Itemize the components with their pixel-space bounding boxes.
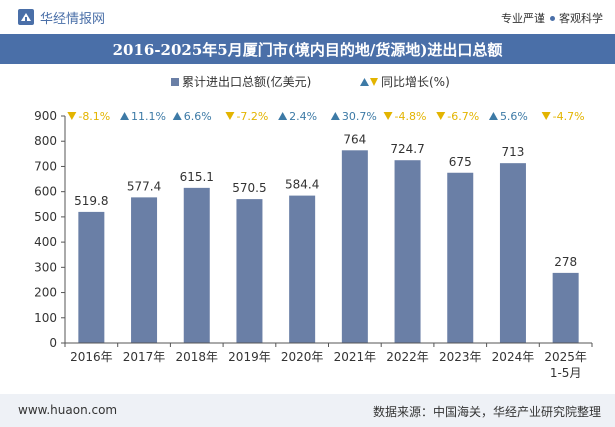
y-tick-label: 0: [49, 336, 57, 350]
brand[interactable]: 华经情报网: [18, 7, 105, 27]
bullet-dot-icon: [550, 15, 555, 21]
huajing-logo-icon: [18, 9, 34, 25]
y-tick-label: 200: [34, 286, 57, 300]
growth-rate-label: 5.6%: [500, 110, 528, 123]
chart-title: 2016-2025年5月厦门市(境内目的地/货源地)进出口总额: [112, 41, 503, 59]
y-tick-label: 400: [34, 235, 57, 249]
growth-up-triangle-icon: [488, 112, 498, 120]
bar-value-label: 615.1: [180, 170, 214, 184]
y-axis: 0 100 200 300 400 500 600 700 800 900: [34, 109, 66, 350]
legend-bar-label: 累计进出口总额(亿美元): [182, 74, 311, 89]
bar: [78, 211, 105, 343]
y-tick-label: 800: [34, 134, 57, 148]
bar-value-label: 724.7: [390, 142, 424, 156]
bar: [131, 197, 158, 343]
bar-value-labels: 519.8 577.4 615.1 570.5 584.4 764 724.7 675 713 2…: [74, 132, 577, 269]
legend: 累计进出口总额(亿美元) 同比增长(%): [171, 74, 450, 89]
x-tick-label: 2023年: [439, 350, 482, 364]
top-bar: 华经情报网 专业严谨 客观科学: [0, 0, 615, 34]
growth-rate-label: -4.8%: [395, 110, 427, 123]
growth-rate-label: -6.7%: [447, 110, 479, 123]
growth-rate-label: 11.1%: [131, 110, 166, 123]
growth-up-triangle-icon: [330, 112, 340, 120]
bar-value-label: 278: [554, 255, 577, 269]
growth-down-triangle-icon: [225, 112, 235, 120]
slogan: 专业严谨 客观科学: [501, 10, 603, 26]
bar: [289, 195, 316, 343]
y-tick-label: 700: [34, 159, 57, 173]
growth-rate-label: 30.7%: [342, 110, 377, 123]
footer: www.huaon.com 数据来源：中国海关，华经产业研究院整理: [0, 394, 615, 427]
legend-down-triangle-icon: [370, 78, 378, 86]
bar: [394, 160, 421, 343]
x-tick-label: 2022年: [386, 350, 429, 364]
title-bar: 2016-2025年5月厦门市(境内目的地/货源地)进出口总额: [0, 34, 615, 64]
x-tick-label: 2019年: [228, 350, 271, 364]
x-tick-label: 2021年: [334, 350, 377, 364]
legend-up-triangle-icon: [360, 78, 369, 86]
bar: [447, 172, 474, 343]
slogan-right: 客观科学: [559, 12, 603, 25]
growth-up-triangle-icon: [172, 112, 182, 120]
legend-growth-label: 同比增长(%): [381, 75, 450, 89]
y-tick-label: 600: [34, 185, 57, 199]
bars: [78, 150, 579, 343]
brand-name: 华经情报网: [40, 11, 106, 27]
bar: [183, 187, 210, 343]
growth-down-triangle-icon: [436, 112, 446, 120]
y-tick-label: 500: [34, 210, 57, 224]
bar-value-label: 713: [501, 145, 524, 159]
x-tick-label: 2018年: [175, 350, 218, 364]
growth-rate-label: -7.2%: [236, 110, 268, 123]
growth-rate-label: 6.6%: [184, 110, 212, 123]
bar-value-label: 584.4: [285, 178, 319, 192]
legend-bar-swatch-icon: [171, 78, 179, 86]
x-tick-label: 2020年: [281, 350, 324, 364]
y-tick-label: 100: [34, 311, 57, 325]
y-tick-label: 900: [34, 109, 57, 123]
y-tick-label: 300: [34, 260, 57, 274]
bar-value-label: 519.8: [74, 194, 108, 208]
x-tick-label: 2025年 1-5月: [544, 350, 587, 380]
growth-rate-label: 2.4%: [289, 110, 317, 123]
growth-rate-row: -8.1% 11.1% 6.6% -7.2% 2.4% 30.7% -4.8% -6.7% 5.…: [67, 110, 585, 123]
growth-rate-label: -8.1%: [78, 110, 110, 123]
bar: [341, 150, 368, 343]
chart-area: 累计进出口总额(亿美元) 同比增长(%) -8.1% 11.1% 6.6% -7.2% 2…: [34, 74, 593, 380]
bar: [552, 272, 579, 343]
x-tick-label: 2017年: [123, 350, 166, 364]
website-link[interactable]: www.huaon.com: [18, 403, 118, 417]
x-axis: 2016年 2017年 2018年 2019年 2020年 2021年 2022年 2023年…: [64, 342, 593, 380]
bar: [499, 163, 526, 343]
growth-up-triangle-icon: [278, 112, 288, 120]
growth-down-triangle-icon: [67, 112, 77, 120]
x-tick-label: 2016年: [70, 350, 113, 364]
bar-value-label: 675: [449, 155, 472, 169]
slogan-left: 专业严谨: [501, 12, 545, 25]
growth-rate-label: -4.7%: [553, 110, 585, 123]
data-source: 数据来源：中国海关，华经产业研究院整理: [372, 405, 601, 419]
growth-up-triangle-icon: [120, 112, 130, 120]
bar-value-label: 577.4: [127, 179, 161, 193]
bar-value-label: 764: [343, 132, 366, 146]
x-tick-label: 2024年: [492, 350, 535, 364]
growth-down-triangle-icon: [383, 112, 393, 120]
bar-value-label: 570.5: [232, 181, 266, 195]
bar: [236, 199, 263, 343]
growth-down-triangle-icon: [541, 112, 551, 120]
